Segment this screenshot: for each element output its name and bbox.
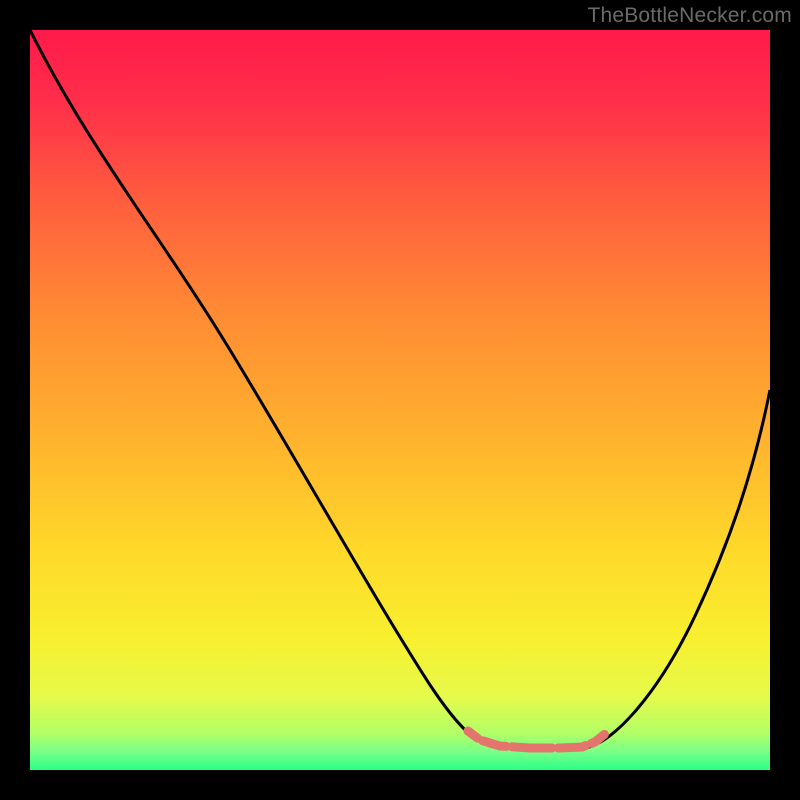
bottom-band bbox=[468, 731, 606, 748]
bottleneck-curve bbox=[30, 30, 770, 748]
watermark-text: TheBottleNecker.com bbox=[587, 4, 792, 28]
curve-layer bbox=[30, 30, 770, 770]
plot-area bbox=[30, 30, 770, 770]
chart-wrapper: TheBottleNecker.com bbox=[0, 0, 800, 800]
